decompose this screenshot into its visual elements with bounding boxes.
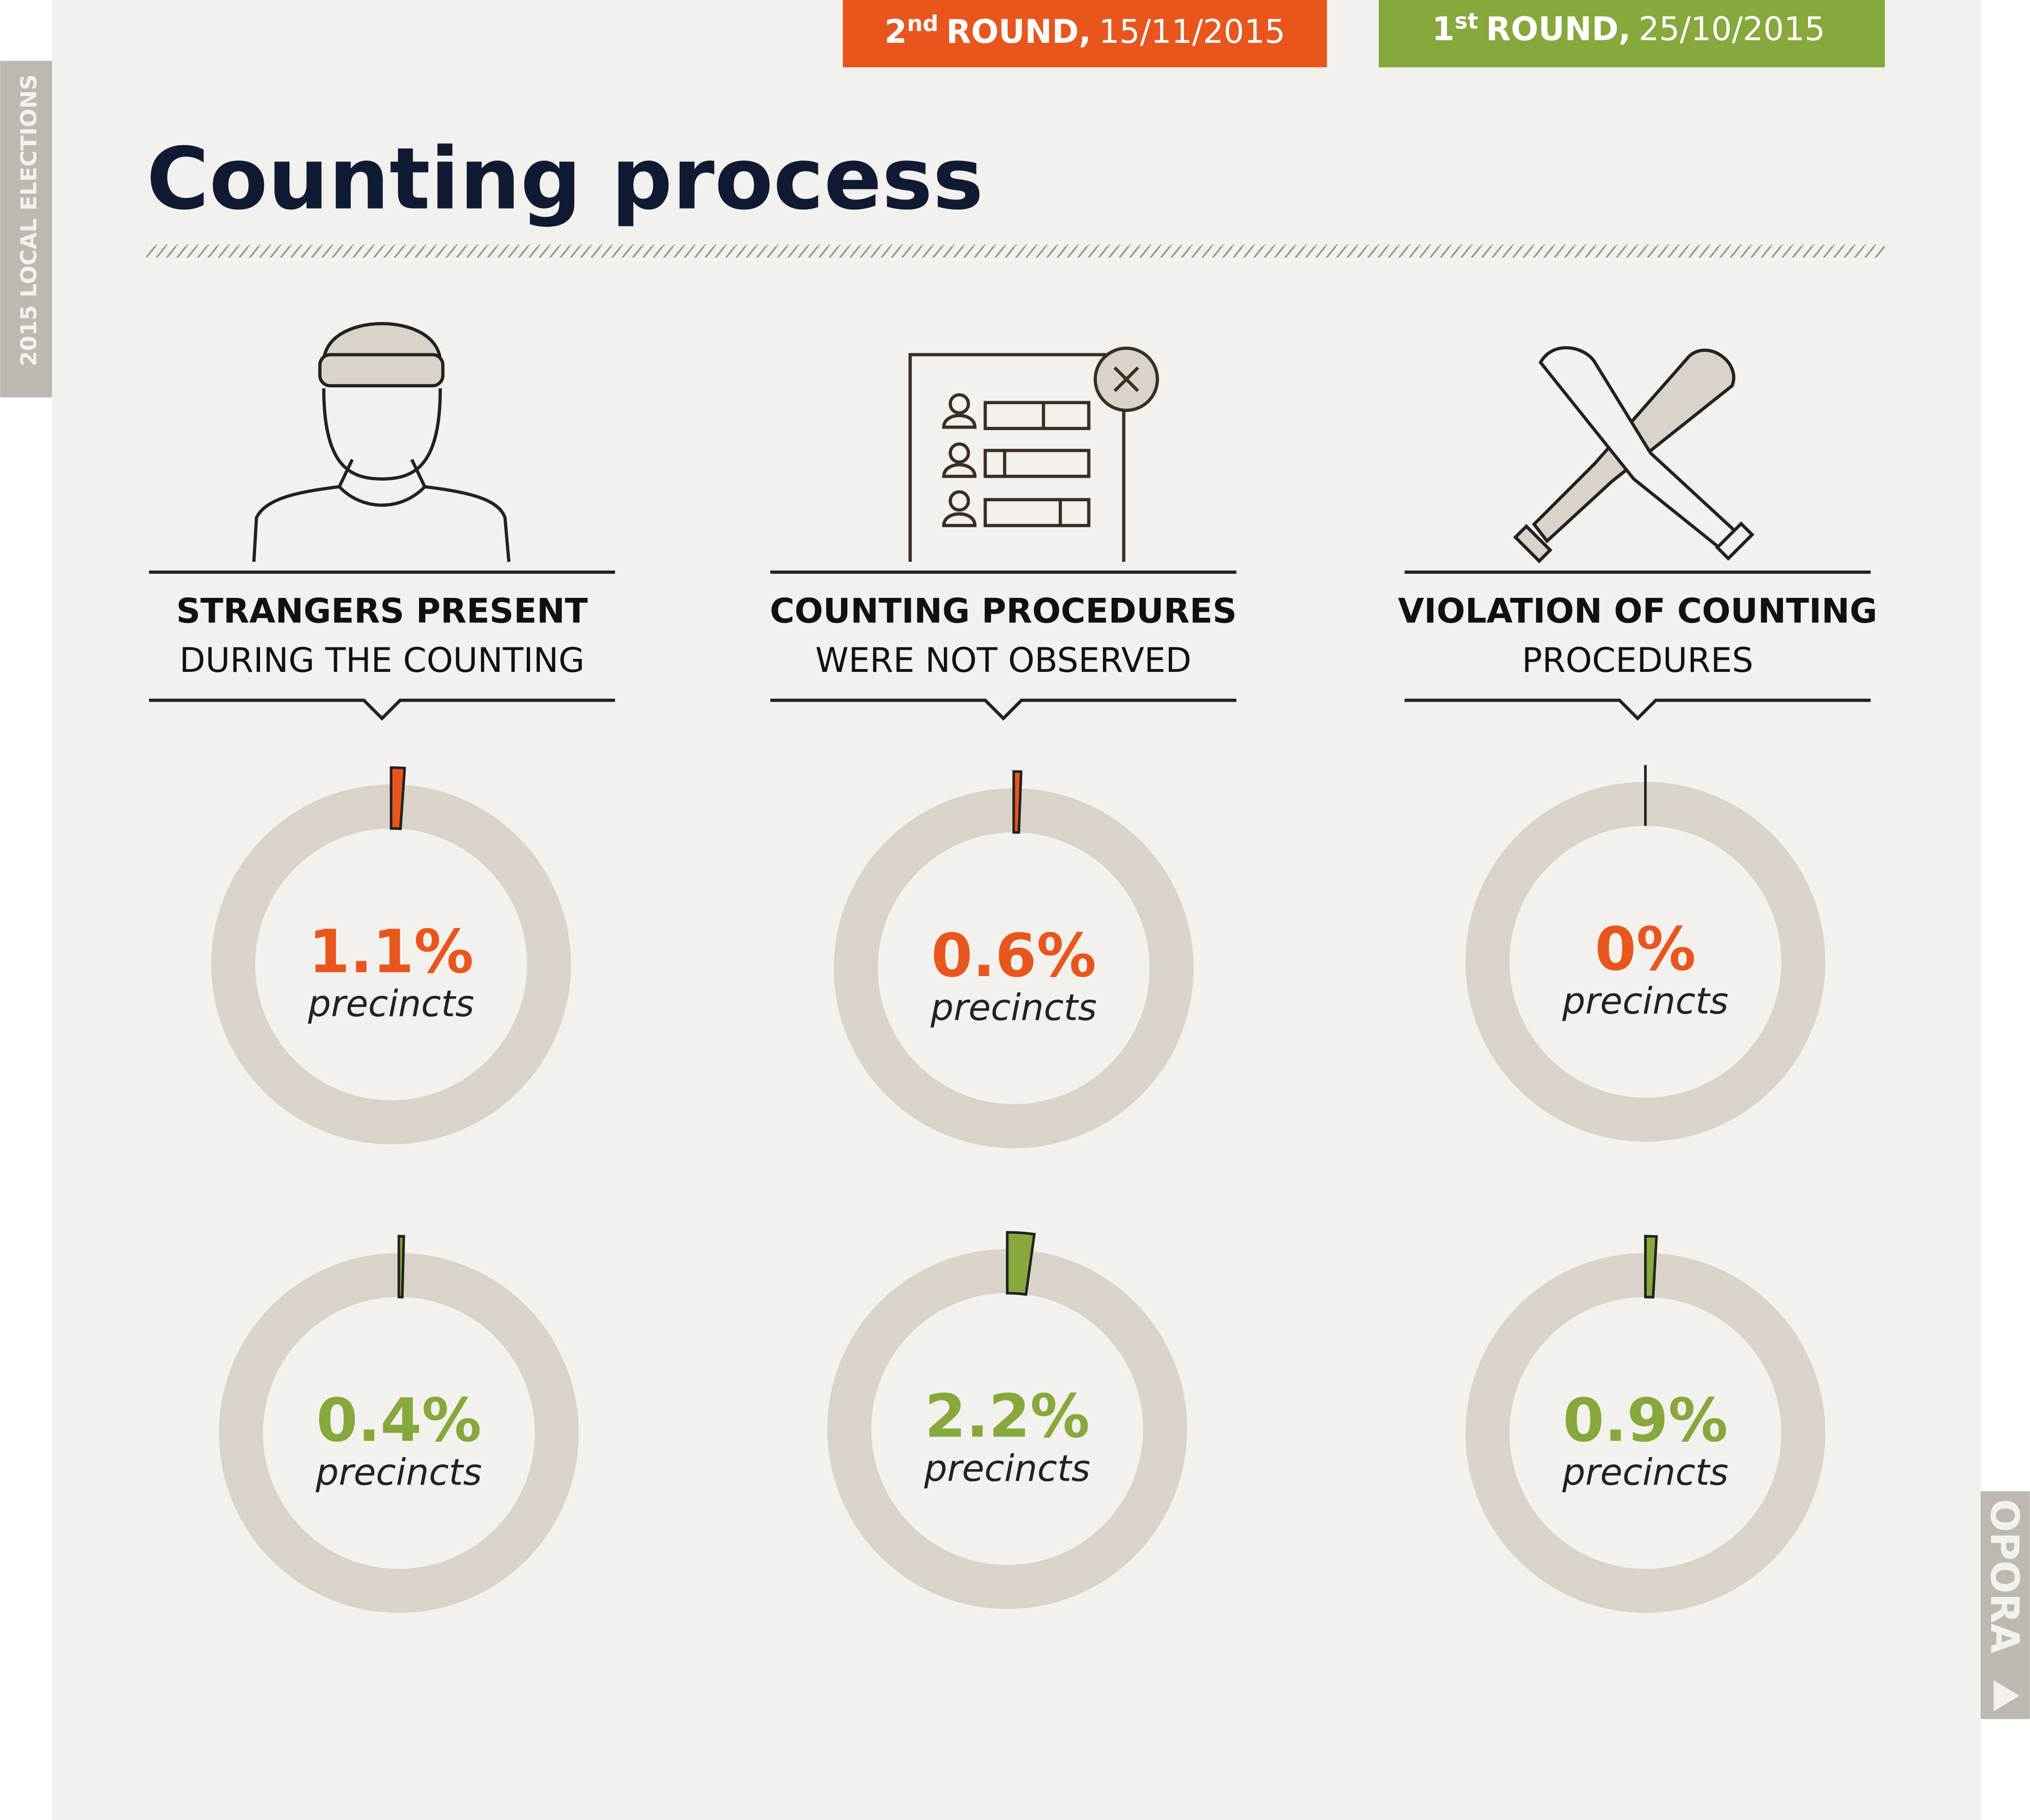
value-label: 2.2%: [925, 1382, 1090, 1451]
value-label: 0.4%: [316, 1386, 482, 1455]
round2-badge: [842, 0, 1327, 68]
heading-rest: PROCEDURES: [1522, 641, 1754, 680]
value-label: 1.1%: [309, 917, 474, 987]
round-number: 2: [884, 13, 907, 50]
round-suffix: nd: [907, 11, 938, 37]
icon-bats: [1513, 346, 1755, 564]
value-label: 0.9%: [1563, 1386, 1728, 1455]
brand-arrow: [1993, 1680, 2020, 1711]
round2-label: 2nd ROUND, 15/11/2015: [884, 11, 1285, 50]
unit-label: precincts: [924, 1447, 1090, 1489]
donut-slice: [1012, 770, 1023, 834]
round-word: ROUND,: [1486, 10, 1631, 48]
round-date: 15/11/2015: [1099, 13, 1285, 50]
divider: [146, 245, 1885, 258]
heading-rest: DURING THE COUNTING: [179, 641, 584, 680]
donut-slice: [1006, 1231, 1036, 1296]
side-label: 2015 LOCAL ELECTIONS: [16, 74, 42, 367]
round-suffix: st: [1455, 8, 1478, 34]
panel: [52, 0, 1981, 1820]
unit-label: precincts: [315, 1451, 482, 1493]
unit-label: precincts: [1562, 1451, 1729, 1493]
icon-list: [908, 347, 1159, 562]
brand: OPORA: [1981, 1499, 2027, 1654]
value-label: 0.6%: [931, 921, 1097, 990]
round-word: ROUND,: [946, 13, 1091, 50]
icon-person: [252, 322, 511, 562]
round1-label: 1st ROUND, 25/10/2015: [1432, 8, 1825, 48]
round-date: 25/10/2015: [1639, 10, 1825, 48]
unit-label: precincts: [930, 986, 1097, 1028]
heading-pointer: [1404, 698, 1871, 721]
donut-slice: [390, 766, 406, 830]
side-strip: [0, 61, 52, 397]
value-label: 0%: [1595, 915, 1696, 984]
heading-rest: WERE NOT OBSERVED: [815, 641, 1191, 680]
round1-badge: [1378, 0, 1885, 68]
title: Counting process: [147, 129, 984, 229]
heading-pointer: [149, 698, 615, 721]
heading-bold: STRANGERS PRESENT: [176, 592, 588, 631]
round-number: 1: [1432, 10, 1455, 48]
heading-pointer: [770, 698, 1237, 721]
unit-label: precincts: [308, 982, 474, 1025]
donut-slice: [1644, 1235, 1658, 1299]
heading-bold: COUNTING PROCEDURES: [770, 592, 1237, 631]
brand-strip: [1980, 1491, 2030, 1719]
donut-slice: [397, 1235, 405, 1299]
unit-label: precincts: [1562, 980, 1729, 1022]
heading-bold: VIOLATION OF COUNTING: [1398, 592, 1877, 631]
